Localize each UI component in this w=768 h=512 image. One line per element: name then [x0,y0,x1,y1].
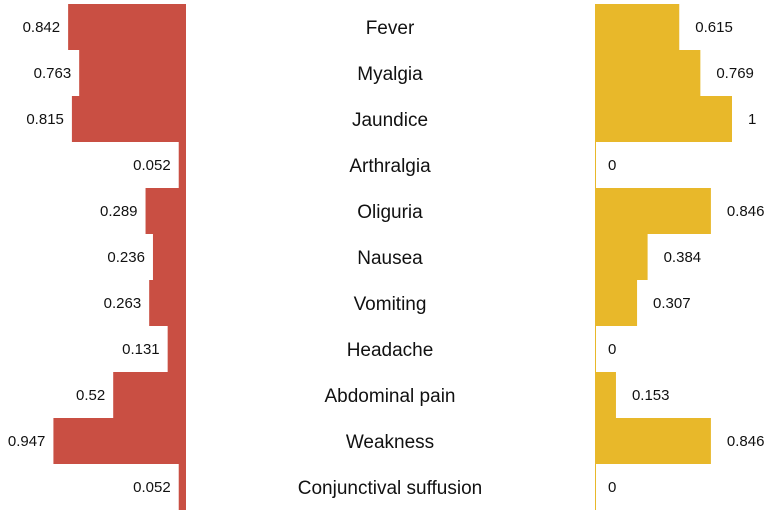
right-value-label: 0.384 [664,249,702,266]
left-bar [178,464,186,510]
category-labels: Fever Myalgia Jaundice Arthralgia Oliguria Na… [298,18,482,499]
right-value-label: 0.615 [695,19,733,36]
left-value-label: 0.131 [122,341,160,358]
right-value-label: 0.846 [727,433,765,450]
left-bar [53,418,186,464]
category-label: Oliguria [357,202,423,223]
left-value-label: 0.289 [100,203,138,220]
left-value-label: 0.815 [26,111,64,128]
left-bar [68,4,186,50]
right-value-label: 0.153 [632,387,670,404]
category-label: Arthralgia [349,156,431,177]
right-bar [595,96,732,142]
right-value-label: 0.769 [716,65,754,82]
left-bar [178,142,186,188]
left-bar [145,188,186,234]
right-bar [595,280,638,326]
right-value-label: 0 [608,479,616,496]
category-label: Nausea [357,248,423,269]
left-value-label: 0.052 [133,479,171,496]
right-bar [595,234,648,280]
left-value-label: 0.52 [76,387,105,404]
category-label: Myalgia [357,64,423,85]
left-bar [71,96,186,142]
category-label: Headache [347,340,434,361]
right-value-label: 0 [608,341,616,358]
category-label: Vomiting [354,294,427,315]
right-bar [595,418,711,464]
right-bar [595,188,711,234]
right-series-bars: 0.615 0.769 1 0 0.846 0.384 0.307 0 0.153 0.846 0 [595,4,764,510]
right-bar [595,4,680,50]
left-bar [167,326,186,372]
category-label: Fever [366,18,415,39]
left-value-label: 0.263 [104,295,142,312]
category-label: Conjunctival suffusion [298,478,482,499]
left-bar [149,280,186,326]
right-value-label: 1 [748,111,756,128]
left-series-bars: 0.842 0.763 0.815 0.052 0.289 0.236 0.263 0.131… [8,4,186,510]
left-value-label: 0.052 [133,157,171,174]
category-label: Jaundice [352,110,428,131]
left-value-label: 0.763 [34,65,72,82]
left-bar [152,234,186,280]
right-bar [595,50,701,96]
category-label: Abdominal pain [325,386,456,407]
category-label: Weakness [346,432,434,453]
right-bar [595,372,616,418]
left-value-label: 0.842 [23,19,61,36]
right-value-label: 0 [608,157,616,174]
left-value-label: 0.236 [107,249,145,266]
right-value-label: 0.307 [653,295,691,312]
left-bar [79,50,186,96]
right-value-label: 0.846 [727,203,765,220]
left-bar [113,372,186,418]
left-value-label: 0.947 [8,433,46,450]
